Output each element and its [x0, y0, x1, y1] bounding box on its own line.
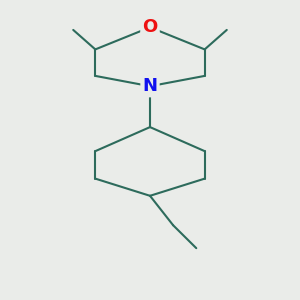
Text: N: N — [142, 77, 158, 95]
Text: O: O — [142, 18, 158, 36]
